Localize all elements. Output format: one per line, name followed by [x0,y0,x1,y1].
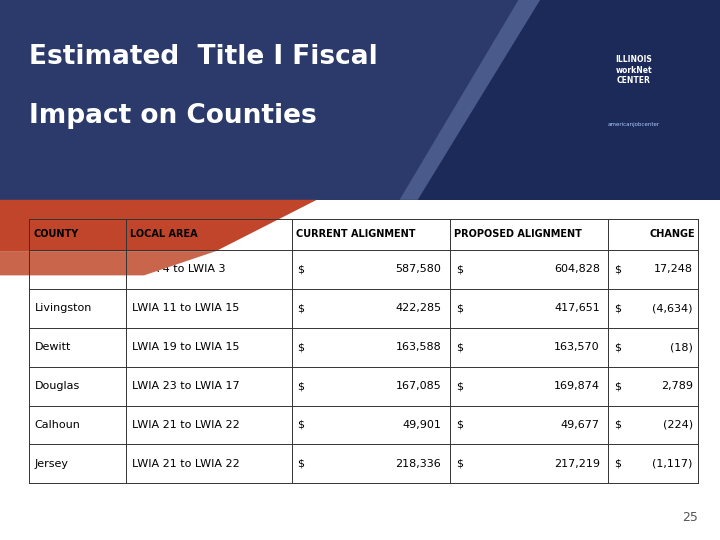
Text: Estimated  Title I Fiscal: Estimated Title I Fiscal [29,44,377,70]
Text: 163,570: 163,570 [554,342,600,352]
Text: $: $ [456,420,463,430]
Text: americanjobcenter: americanjobcenter [608,122,660,127]
Text: 604,828: 604,828 [554,265,600,274]
Text: LWIA 23 to LWIA 17: LWIA 23 to LWIA 17 [132,381,239,391]
Text: 217,219: 217,219 [554,459,600,469]
Text: CHANGE: CHANGE [649,230,695,239]
Polygon shape [0,251,216,275]
Polygon shape [400,0,540,200]
Text: Impact on Counties: Impact on Counties [29,103,317,129]
Text: 417,651: 417,651 [554,303,600,313]
Text: 25: 25 [683,511,698,524]
Text: Dewitt: Dewitt [35,342,71,352]
Text: 169,874: 169,874 [554,381,600,391]
Text: PROPOSED ALIGNMENT: PROPOSED ALIGNMENT [454,230,582,239]
Text: $: $ [456,381,463,391]
Text: 422,285: 422,285 [395,303,441,313]
Text: LWIA 11 to LWIA 15: LWIA 11 to LWIA 15 [132,303,239,313]
Text: $: $ [297,342,305,352]
Text: $: $ [456,303,463,313]
Text: $: $ [297,459,305,469]
Text: 17,248: 17,248 [654,265,693,274]
Text: Ogle: Ogle [35,265,60,274]
Text: LOCAL AREA: LOCAL AREA [130,230,198,239]
Text: LWIA 21 to LWIA 22: LWIA 21 to LWIA 22 [132,459,240,469]
Polygon shape [0,200,317,251]
Text: $: $ [297,420,305,430]
Text: 49,901: 49,901 [402,420,441,430]
Text: (1,117): (1,117) [652,459,693,469]
Text: 163,588: 163,588 [395,342,441,352]
Text: 167,085: 167,085 [395,381,441,391]
Text: $: $ [614,342,621,352]
Text: LWIA 21 to LWIA 22: LWIA 21 to LWIA 22 [132,420,240,430]
Text: (18): (18) [670,342,693,352]
Text: (4,634): (4,634) [652,303,693,313]
Text: $: $ [614,459,621,469]
Text: CURRENT ALIGNMENT: CURRENT ALIGNMENT [296,230,415,239]
Text: COUNTY: COUNTY [33,230,78,239]
Text: $: $ [456,265,463,274]
Text: $: $ [297,265,305,274]
Text: 49,677: 49,677 [561,420,600,430]
Text: LWIA 19 to LWIA 15: LWIA 19 to LWIA 15 [132,342,239,352]
Text: $: $ [614,381,621,391]
Bar [0,0,720,200]
Polygon shape [418,0,720,200]
Text: $: $ [297,303,305,313]
Text: LWIA 4 to LWIA 3: LWIA 4 to LWIA 3 [132,265,225,274]
Text: $: $ [456,342,463,352]
Text: $: $ [456,459,463,469]
Text: $: $ [614,420,621,430]
Text: Jersey: Jersey [35,459,68,469]
Text: (224): (224) [662,420,693,430]
Text: 218,336: 218,336 [395,459,441,469]
Text: $: $ [297,381,305,391]
Text: $: $ [614,303,621,313]
Text: ILLINOIS
workNet
CENTER: ILLINOIS workNet CENTER [615,55,652,85]
Text: Calhoun: Calhoun [35,420,81,430]
Text: 2,789: 2,789 [661,381,693,391]
Text: $: $ [614,265,621,274]
Text: 587,580: 587,580 [395,265,441,274]
Text: Douglas: Douglas [35,381,80,391]
Text: Livingston: Livingston [35,303,92,313]
